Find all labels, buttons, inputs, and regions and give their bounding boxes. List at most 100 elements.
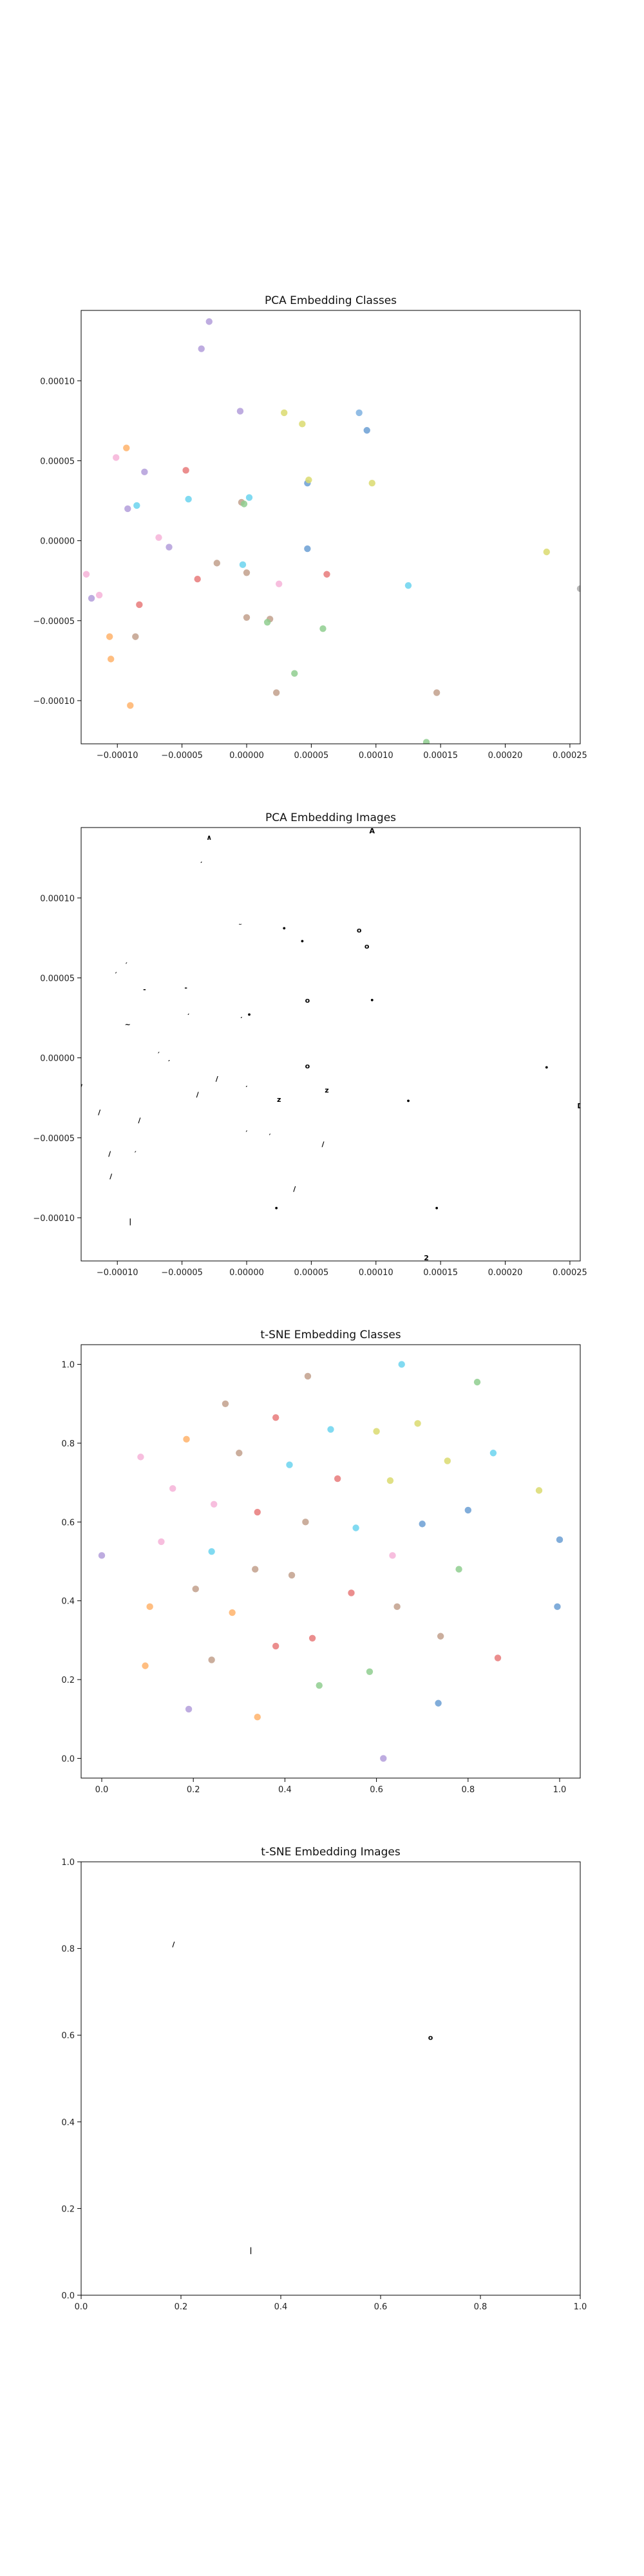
data-point <box>132 633 139 640</box>
image-mark: D <box>577 1102 583 1110</box>
data-point <box>236 408 244 415</box>
x-tick-label: 0.00020 <box>488 751 523 761</box>
image-mark: ′ <box>241 1016 243 1024</box>
x-tick-label: −0.00010 <box>97 1268 138 1278</box>
data-point <box>198 345 205 352</box>
data-point <box>240 500 248 507</box>
data-point <box>185 1705 193 1713</box>
image-mark: / <box>108 1150 111 1159</box>
data-point <box>107 656 115 663</box>
image-mark: • <box>370 996 374 1005</box>
x-tick-label: −0.00005 <box>161 1268 203 1278</box>
image-mark: o <box>365 942 370 951</box>
data-point <box>305 477 312 484</box>
image-mark: - <box>184 983 187 992</box>
x-tick-label: 0.00005 <box>294 1268 329 1278</box>
data-point <box>444 1457 451 1464</box>
x-tick-label: 1.0 <box>553 1785 567 1795</box>
data-point <box>419 1520 426 1528</box>
data-point <box>414 1420 421 1427</box>
data-point <box>142 1662 149 1669</box>
image-mark: ′ <box>200 860 202 869</box>
y-tick-label: 0.00005 <box>40 974 75 983</box>
x-tick-label: 0.6 <box>370 1785 383 1795</box>
x-tick-label: 0.00025 <box>553 751 587 761</box>
y-tick-label: 0.00000 <box>40 537 75 547</box>
x-tick-label: 0.00015 <box>423 1268 458 1278</box>
image-mark: ′ <box>126 961 128 970</box>
y-tick-label: 0.00005 <box>40 457 75 466</box>
data-point <box>192 1586 199 1593</box>
image-mark: • <box>544 1064 549 1072</box>
data-point <box>286 1461 293 1468</box>
data-point <box>393 1603 401 1611</box>
data-point <box>194 576 201 583</box>
data-point <box>576 585 580 592</box>
y-tick-label: 0.00010 <box>40 377 75 386</box>
data-point <box>169 1485 176 1492</box>
data-point <box>304 545 311 553</box>
image-mark: / <box>98 1108 101 1117</box>
data-point <box>272 689 280 696</box>
data-point <box>155 534 162 541</box>
image-mark: ′ <box>187 1012 189 1021</box>
image-mark: ′ <box>269 1132 271 1141</box>
y-tick-label: 0.6 <box>61 2031 75 2041</box>
data-point <box>136 601 143 609</box>
x-tick-label: −0.00010 <box>97 751 138 761</box>
data-point <box>98 1552 106 1559</box>
data-point <box>243 569 251 576</box>
data-point <box>137 1454 144 1461</box>
data-point <box>435 1700 442 1707</box>
data-point <box>213 560 221 567</box>
image-mark: z <box>277 1095 281 1104</box>
x-tick-label: 0.6 <box>374 2302 388 2312</box>
plot-frame <box>80 827 581 1262</box>
data-point <box>455 1566 462 1573</box>
image-mark: 2 <box>424 1254 429 1262</box>
y-tick-label: 0.0 <box>61 1754 75 1764</box>
image-mark: ∧ <box>206 833 212 842</box>
x-tick-label: 0.00005 <box>294 751 329 761</box>
data-point <box>127 702 134 709</box>
image-mark: • <box>282 924 287 933</box>
plot-frame <box>80 310 581 744</box>
y-tick-label: 1.0 <box>61 1858 75 1868</box>
x-tick-label: 0.00015 <box>423 751 458 761</box>
data-point <box>433 689 440 696</box>
data-point <box>348 1589 355 1596</box>
data-point <box>82 571 90 578</box>
y-tick-label: 0.2 <box>61 2204 75 2214</box>
x-tick-label: 0.4 <box>274 2302 288 2312</box>
y-tick-label: 0.0 <box>61 2291 75 2301</box>
data-point <box>208 1656 215 1663</box>
image-mark: • <box>247 1011 251 1019</box>
marks <box>82 318 580 744</box>
image-mark: | <box>129 1217 131 1226</box>
y-tick-label: 0.00000 <box>40 1054 75 1064</box>
chart-panel-1: PCA Embedding Classes −0.00010 −0.00005 0.0… <box>33 294 587 761</box>
image-mark: ~ <box>125 1020 131 1028</box>
y-tick-label: −0.00005 <box>33 1134 75 1144</box>
x-tick-label: 0.00010 <box>359 751 393 761</box>
data-point <box>183 1435 190 1443</box>
x-tick-label: 1.0 <box>574 2302 587 2312</box>
y-tick-label: 0.8 <box>61 1945 75 1955</box>
x-tick-label: 0.4 <box>278 1785 292 1795</box>
x-tick-label: 0.00000 <box>229 1268 264 1278</box>
data-point <box>368 480 375 487</box>
y-tick-label: 0.4 <box>61 2118 75 2128</box>
image-mark: / <box>293 1185 296 1193</box>
data-point <box>389 1552 396 1559</box>
data-point <box>146 1603 153 1611</box>
data-point <box>319 625 327 632</box>
data-point <box>245 494 253 501</box>
data-point <box>166 544 173 551</box>
image-mark: • <box>274 1204 279 1213</box>
x-tick-label: −0.00005 <box>161 751 203 761</box>
data-point <box>437 1633 444 1640</box>
data-point <box>182 467 189 474</box>
marks <box>98 1361 564 1762</box>
data-point <box>543 548 550 556</box>
data-point <box>251 1566 259 1573</box>
